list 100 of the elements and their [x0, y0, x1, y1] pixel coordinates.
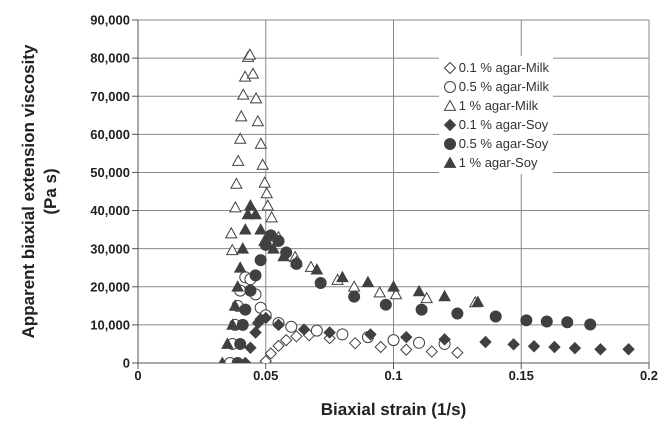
point — [258, 176, 271, 188]
point — [246, 68, 259, 79]
point — [438, 290, 451, 302]
point — [314, 276, 327, 289]
point — [254, 224, 267, 235]
point — [262, 200, 274, 210]
point — [226, 244, 238, 256]
point — [285, 320, 298, 333]
y-tick-label: 20,000 — [90, 279, 130, 294]
point — [298, 323, 310, 336]
x-axis-title: Biaxial strain (1/s) — [320, 400, 466, 419]
point — [254, 254, 267, 266]
point — [250, 326, 262, 339]
point — [584, 318, 596, 330]
point — [266, 211, 278, 222]
y-tick-label: 90,000 — [90, 12, 130, 28]
point — [426, 346, 438, 358]
point — [548, 340, 560, 353]
point — [479, 336, 492, 348]
point — [438, 333, 451, 346]
x-tick-label: 0.15 — [508, 368, 534, 384]
point — [254, 138, 267, 149]
point — [234, 338, 246, 350]
point — [472, 296, 484, 307]
point — [250, 92, 262, 104]
legend-label: 1 % agar-Soy — [458, 154, 538, 172]
point — [388, 334, 400, 346]
y-tick-label: 70,000 — [90, 88, 130, 104]
point — [364, 328, 377, 340]
point — [272, 235, 285, 248]
y-tick-label: 40,000 — [90, 203, 130, 218]
point — [232, 155, 244, 166]
point — [380, 298, 392, 311]
point — [256, 158, 269, 170]
point — [252, 115, 264, 126]
point — [235, 110, 248, 122]
point — [451, 346, 464, 359]
legend-label: 0.5 % agar-Soy — [458, 135, 548, 153]
point — [310, 264, 323, 275]
y-tick-label: 50,000 — [90, 165, 130, 180]
point — [267, 242, 280, 254]
point — [230, 178, 242, 189]
x-tick-label: 0.1 — [384, 368, 403, 384]
legend-label: 0.5 % agar-Milk — [458, 78, 549, 96]
point — [229, 300, 242, 311]
point — [239, 304, 252, 316]
point — [272, 340, 285, 352]
point — [374, 340, 387, 353]
point — [348, 290, 360, 303]
point — [508, 338, 520, 350]
y-tick-label: 30,000 — [90, 241, 130, 256]
point — [290, 256, 302, 267]
point — [221, 338, 234, 349]
point — [420, 292, 433, 304]
legend-label: 0.1 % agar-Soy — [458, 116, 548, 134]
point — [348, 280, 360, 292]
point — [413, 285, 426, 296]
y-axis-title: Apparent biaxial extension viscosity (Pa s) — [19, 44, 60, 338]
point — [290, 330, 302, 342]
x-tick-label: 0.05 — [253, 368, 278, 384]
point — [237, 88, 250, 100]
point — [490, 310, 502, 322]
point — [349, 337, 362, 350]
point — [540, 315, 553, 328]
point — [225, 227, 238, 238]
point — [226, 318, 239, 330]
point — [520, 314, 532, 326]
point — [236, 318, 249, 331]
point — [400, 331, 412, 344]
point — [280, 334, 292, 346]
point — [239, 224, 252, 235]
point — [232, 280, 244, 292]
point — [336, 271, 348, 282]
point — [374, 286, 386, 298]
y-tick-label: 10,000 — [90, 318, 130, 333]
point — [264, 347, 277, 360]
point — [400, 344, 412, 356]
point — [594, 343, 606, 356]
point — [250, 208, 262, 220]
point — [362, 276, 374, 288]
point — [568, 342, 581, 354]
y-tick-label: 80,000 — [90, 50, 130, 66]
point — [229, 202, 242, 212]
point — [324, 326, 336, 339]
point — [244, 342, 256, 354]
point — [236, 242, 249, 254]
point — [413, 336, 426, 349]
point — [528, 340, 540, 352]
legend-label: 0.1 % agar-Milk — [458, 59, 549, 77]
legend-label: 1 % agar-Milk — [458, 97, 538, 115]
point — [451, 307, 464, 320]
point — [244, 200, 256, 210]
point — [416, 304, 428, 316]
point — [244, 284, 256, 297]
point — [234, 262, 246, 273]
x-tick-label: 0 — [134, 368, 142, 384]
x-tick-label: 0.2 — [640, 368, 658, 384]
point — [234, 132, 246, 144]
point — [561, 316, 574, 328]
y-tick-label: 60,000 — [90, 126, 130, 142]
